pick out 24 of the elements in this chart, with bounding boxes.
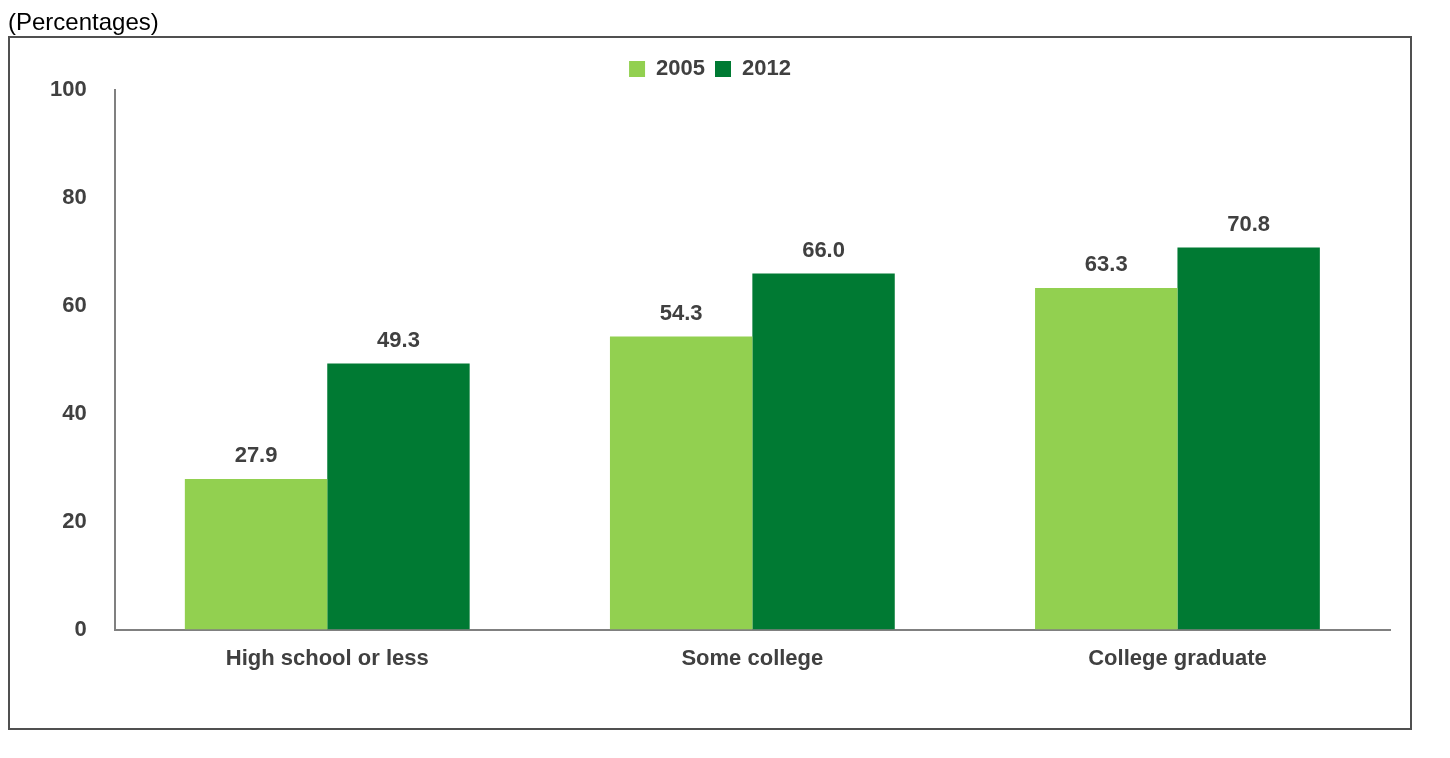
- chart-subtitle: (Percentages): [8, 8, 160, 36]
- x-tick-label: Some college: [681, 644, 824, 670]
- x-tick-label: College graduate: [1088, 644, 1267, 670]
- data-label: 70.8: [1227, 210, 1271, 236]
- y-tick-label: 60: [62, 291, 87, 317]
- bar: [327, 363, 470, 630]
- y-tick-label: 40: [62, 399, 87, 425]
- legend-label: 2012: [742, 55, 791, 81]
- bar: [184, 479, 328, 630]
- bar: [752, 273, 895, 630]
- data-label: 66.0: [802, 236, 845, 262]
- bar: [609, 336, 753, 630]
- data-label: 54.3: [659, 299, 703, 325]
- y-tick-label: 0: [74, 615, 87, 641]
- y-tick-label: 20: [62, 507, 87, 533]
- bar: [1177, 247, 1320, 630]
- data-label: 49.3: [377, 326, 420, 352]
- x-tick-label: High school or less: [225, 644, 429, 670]
- legend-label: 2005: [656, 55, 706, 81]
- y-tick-label: 100: [49, 76, 87, 102]
- bar: [1035, 288, 1178, 630]
- data-label: 63.3: [1084, 251, 1128, 277]
- data-label: 27.9: [234, 442, 278, 468]
- y-tick-label: 80: [62, 183, 87, 209]
